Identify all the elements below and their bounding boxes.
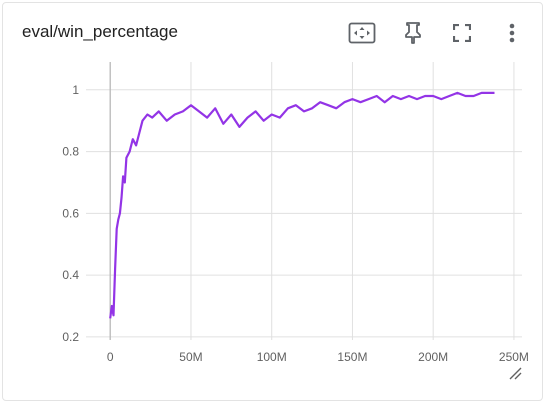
y-tick-label: 0.8 (62, 145, 79, 159)
fullscreen-button[interactable] (447, 18, 477, 48)
more-vert-icon (509, 23, 515, 43)
y-tick-label: 0.2 (62, 330, 79, 344)
resize-handle-icon[interactable] (508, 366, 522, 380)
y-tick-label: 0.6 (62, 206, 79, 220)
x-tick-label: 0 (107, 350, 114, 364)
y-tick-label: 1 (72, 83, 79, 97)
x-tick-label: 200M (418, 350, 448, 364)
y-tick-label: 0.4 (62, 268, 79, 282)
more-options-button[interactable] (497, 18, 527, 48)
chart-card (2, 2, 543, 401)
pin-button[interactable] (398, 18, 428, 48)
series-line (109, 91, 495, 319)
fit-domain-button[interactable] (347, 18, 377, 48)
fullscreen-icon (453, 24, 471, 42)
x-tick-label: 100M (257, 350, 287, 364)
pin-icon (405, 22, 421, 44)
fit-domain-icon (348, 22, 376, 44)
chart-title: eval/win_percentage (22, 22, 178, 41)
x-tick-label: 50M (179, 350, 202, 364)
x-tick-label: 150M (337, 350, 367, 364)
x-tick-label: 250M (499, 350, 529, 364)
